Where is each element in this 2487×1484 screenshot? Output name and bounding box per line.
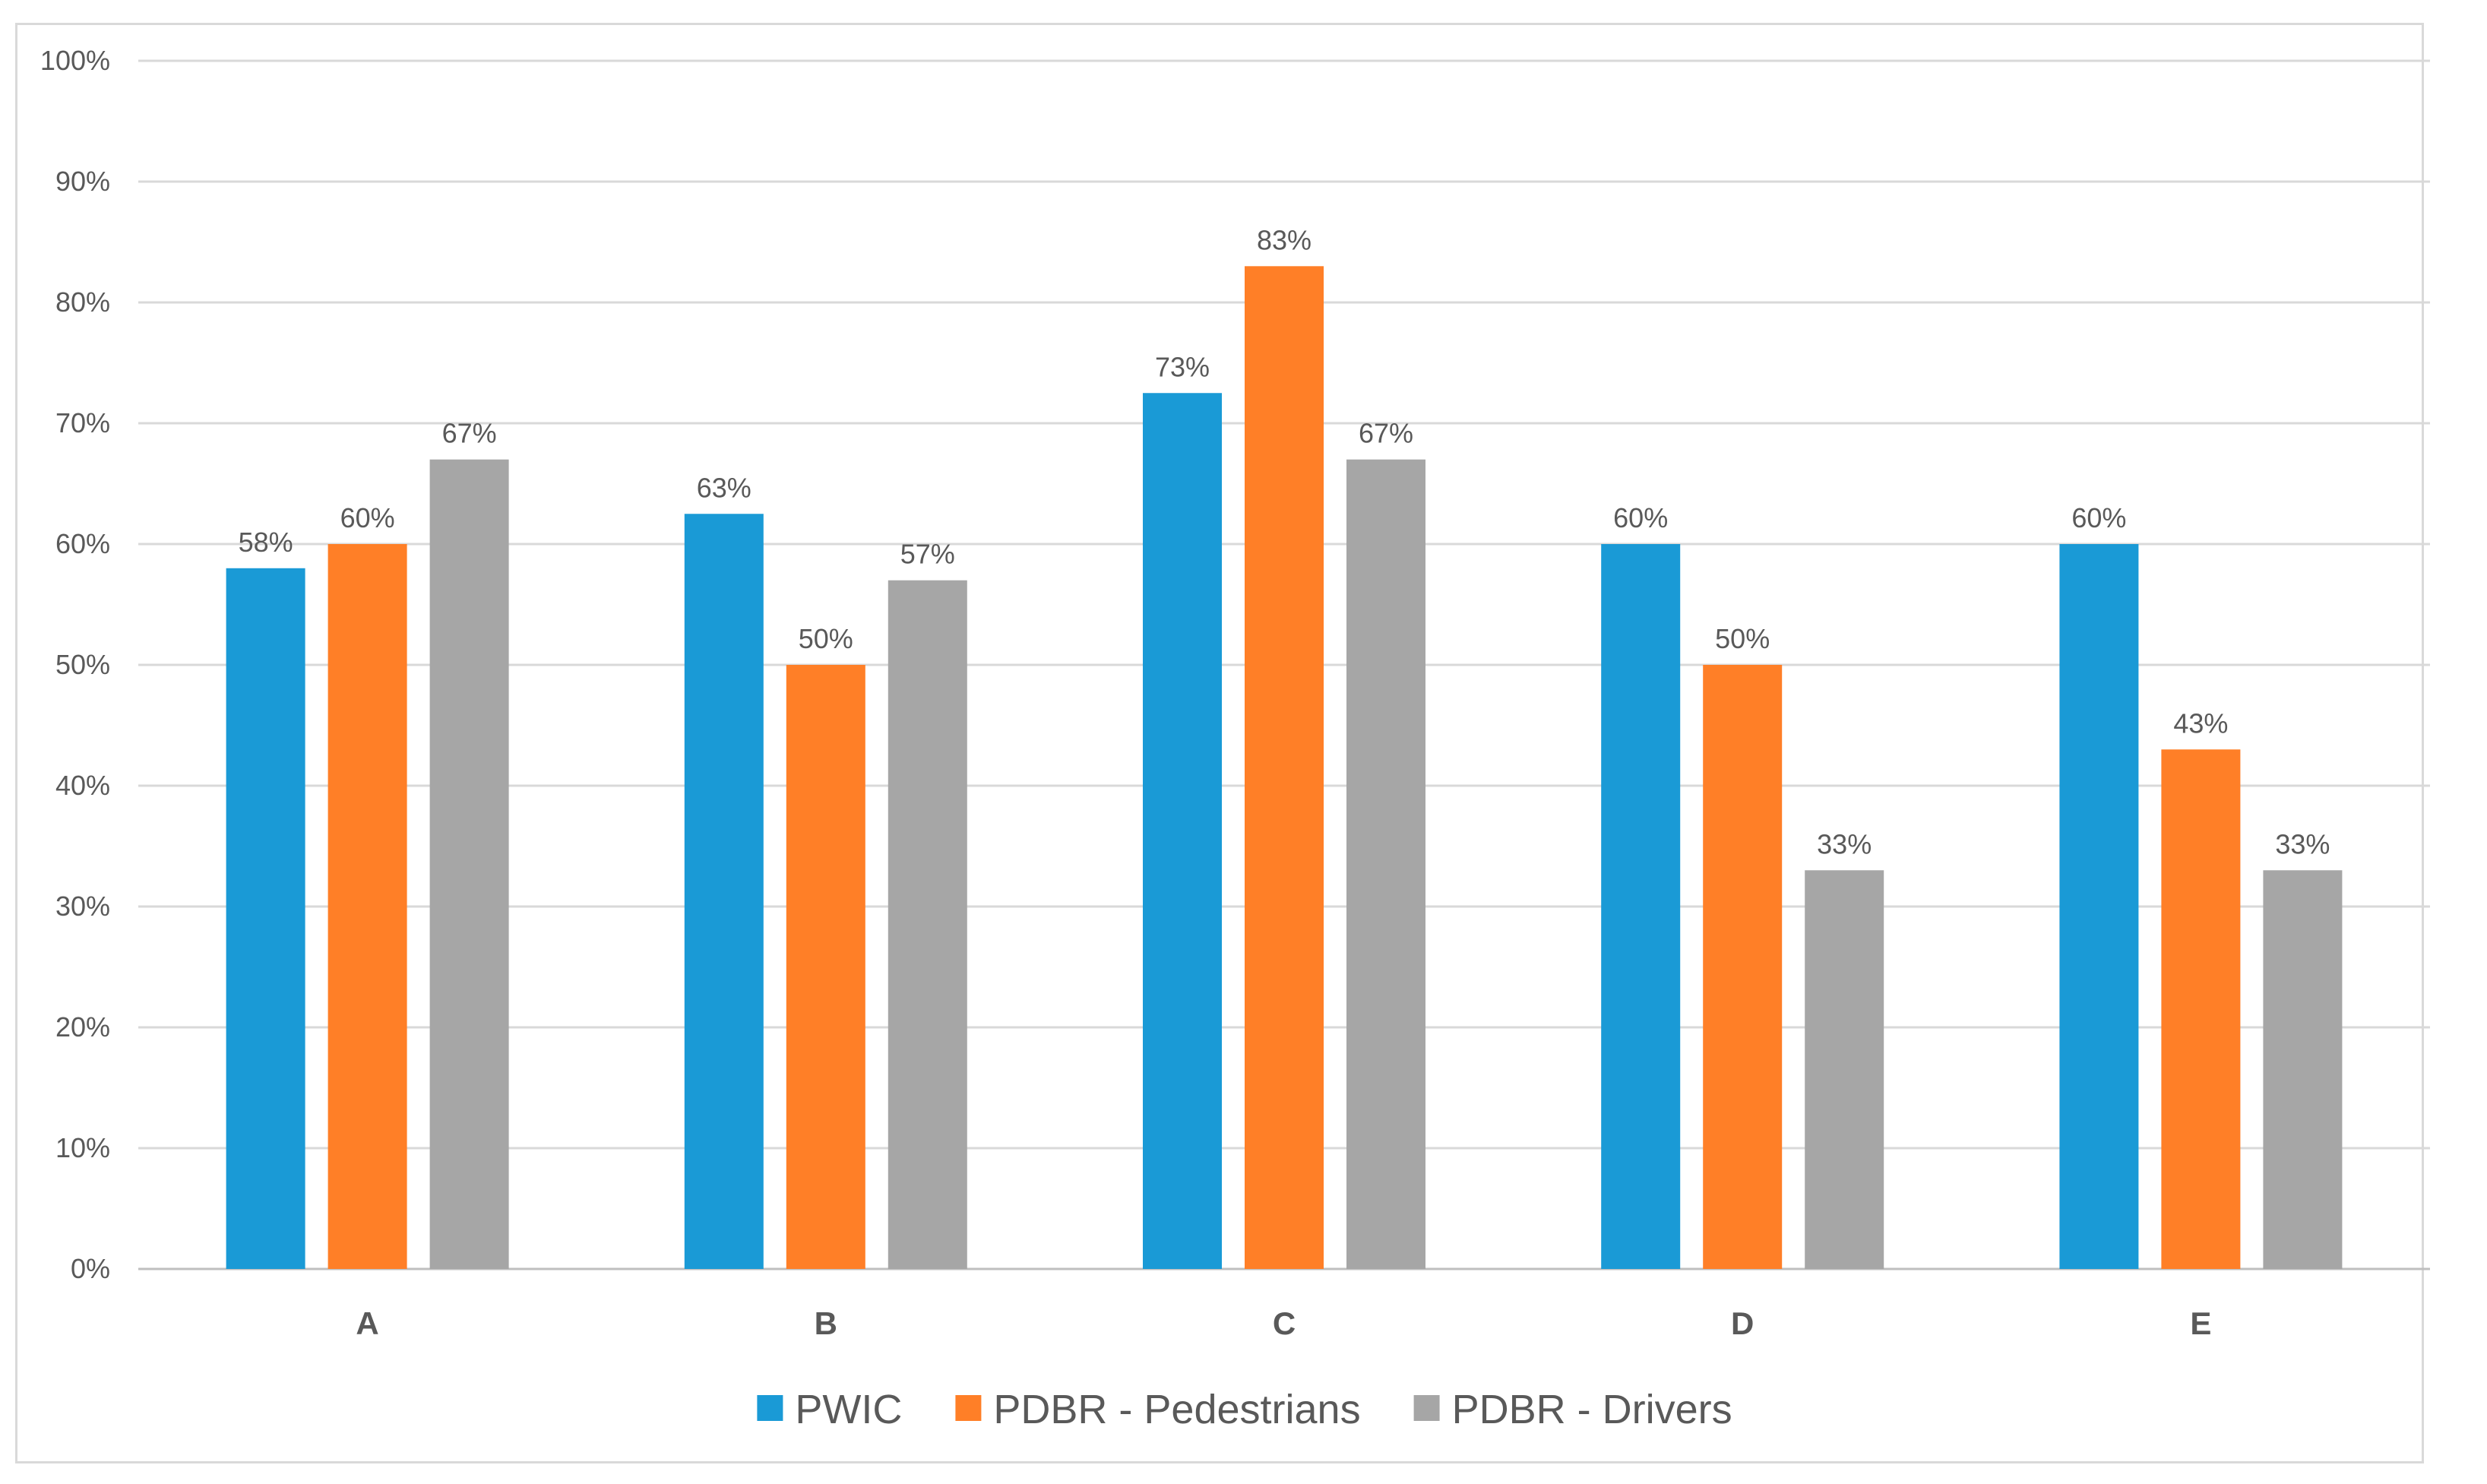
data-label: 58%: [239, 527, 293, 558]
data-label: 50%: [799, 623, 853, 654]
data-label: 63%: [697, 472, 751, 503]
bar: [888, 580, 967, 1269]
data-label: 67%: [442, 418, 497, 449]
data-label: 50%: [1715, 623, 1770, 654]
bar: [1601, 544, 1681, 1269]
x-tick-label: B: [815, 1305, 837, 1341]
bar: [2059, 544, 2139, 1269]
data-label: 43%: [2173, 707, 2228, 739]
y-tick-label: 40%: [55, 770, 110, 801]
x-tick-label: C: [1273, 1305, 1296, 1341]
y-tick-label: 100%: [40, 45, 110, 76]
bar: [1805, 870, 1884, 1269]
legend-swatch: [757, 1395, 783, 1421]
y-tick-label: 60%: [55, 528, 110, 559]
data-label: 73%: [1155, 351, 1210, 382]
x-tick-label: A: [356, 1305, 378, 1341]
bar: [786, 665, 865, 1269]
bar: [429, 459, 509, 1270]
y-tick-label: 10%: [55, 1132, 110, 1163]
x-tick-label: D: [1731, 1305, 1754, 1341]
legend-label: PDBR - Drivers: [1452, 1387, 1732, 1432]
bar: [2161, 749, 2241, 1269]
bar: [1245, 266, 1324, 1269]
bar: [2263, 870, 2343, 1269]
y-tick-label: 0%: [71, 1253, 110, 1284]
y-tick-label: 20%: [55, 1011, 110, 1043]
y-tick-label: 90%: [55, 166, 110, 197]
x-tick-label: E: [2190, 1305, 2211, 1341]
bar: [226, 568, 305, 1269]
legend-label: PWIC: [795, 1387, 902, 1432]
data-label: 33%: [2275, 828, 2330, 859]
data-label: 60%: [340, 502, 395, 533]
data-label: 60%: [2071, 502, 2126, 533]
y-tick-label: 30%: [55, 891, 110, 922]
y-tick-label: 80%: [55, 286, 110, 318]
bar: [684, 514, 764, 1269]
data-label: 33%: [1817, 828, 1872, 859]
bar: [1346, 459, 1425, 1270]
legend-swatch: [1413, 1395, 1440, 1421]
bar: [327, 544, 407, 1269]
data-label: 67%: [1359, 418, 1413, 449]
data-label: 57%: [900, 539, 955, 570]
bar: [1143, 393, 1222, 1269]
data-label: 83%: [1257, 224, 1312, 255]
data-label: 60%: [1613, 502, 1668, 533]
y-tick-label: 70%: [55, 407, 110, 438]
bar: [1703, 665, 1783, 1269]
legend-label: PDBR - Pedestrians: [993, 1387, 1360, 1432]
y-tick-label: 50%: [55, 649, 110, 680]
legend-swatch: [955, 1395, 982, 1421]
